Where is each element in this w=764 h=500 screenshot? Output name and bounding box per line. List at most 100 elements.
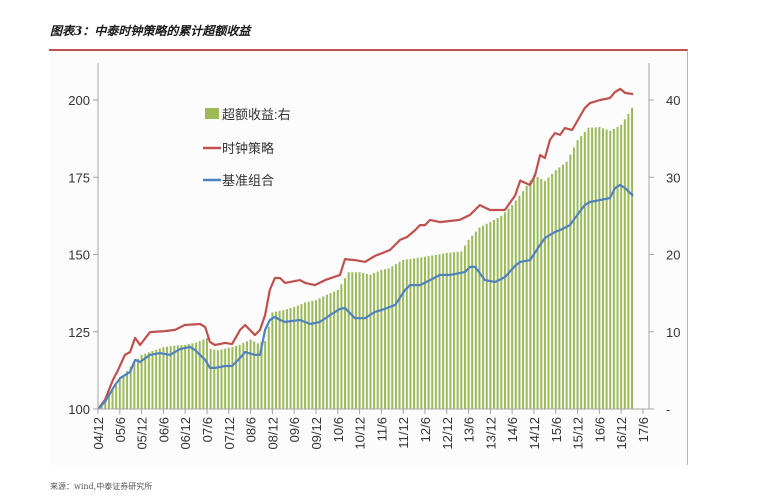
x-tick-label: 10/12	[353, 417, 368, 450]
x-tick-label: 13/12	[483, 417, 498, 450]
bar	[162, 347, 165, 409]
bar	[376, 271, 379, 409]
bar	[591, 127, 594, 410]
x-tick-label: 04/12	[91, 417, 106, 450]
bar	[572, 147, 575, 409]
bar	[398, 262, 401, 409]
bar	[522, 191, 525, 409]
bar	[329, 293, 332, 409]
bar	[253, 341, 256, 409]
x-tick-label: 09/12	[309, 417, 324, 450]
bar	[438, 254, 441, 409]
x-tick-label: 15/12	[571, 417, 586, 450]
bar	[616, 126, 619, 409]
left-tick-label: 200	[68, 93, 90, 108]
bar	[333, 291, 336, 409]
bar	[402, 259, 405, 409]
bar	[129, 366, 132, 409]
bar	[176, 345, 179, 409]
x-tick-label: 05/6	[113, 417, 128, 442]
bar	[601, 128, 604, 409]
bar	[115, 384, 118, 409]
line-strategy	[97, 87, 634, 410]
bar	[594, 127, 597, 410]
left-tick-label: 100	[68, 402, 90, 417]
bar	[187, 344, 190, 409]
bar	[514, 200, 517, 409]
bar	[609, 130, 612, 409]
bar	[260, 342, 263, 409]
bar	[166, 346, 169, 409]
bar	[547, 177, 550, 409]
bar	[620, 124, 623, 409]
bar	[307, 301, 310, 409]
bar	[532, 174, 535, 409]
bar	[282, 310, 285, 409]
bar	[445, 252, 448, 409]
bar	[144, 353, 147, 409]
bar	[543, 181, 546, 409]
bar	[558, 167, 561, 409]
bar	[369, 274, 372, 409]
bar	[627, 113, 630, 409]
bar	[569, 154, 572, 409]
bar	[122, 375, 125, 409]
bar	[238, 344, 241, 409]
bar	[489, 222, 492, 409]
bar	[536, 176, 539, 409]
bar	[195, 342, 198, 409]
bar	[213, 349, 216, 409]
bar	[423, 256, 426, 409]
bar-series-excess-return	[100, 107, 634, 410]
bar	[587, 127, 590, 409]
bar	[304, 302, 307, 409]
bar	[300, 303, 303, 409]
x-tick-label: 06/12	[178, 417, 193, 450]
bar	[147, 352, 150, 409]
bar	[511, 205, 514, 409]
bar	[220, 349, 223, 409]
x-tick-label: 15/6	[549, 417, 564, 442]
bar	[136, 358, 139, 409]
bar	[351, 272, 354, 409]
bar	[155, 349, 158, 409]
bar	[485, 223, 488, 409]
bar	[623, 119, 626, 409]
bar	[191, 343, 194, 409]
bar	[416, 257, 419, 409]
bar	[140, 354, 143, 409]
bar	[605, 129, 608, 410]
x-tick-label: 06/6	[156, 417, 171, 442]
right-tick-label: 20	[666, 248, 680, 263]
bar	[554, 170, 557, 409]
legend-label-excess-return: 超额收益:右	[222, 107, 291, 122]
bar	[576, 140, 579, 410]
x-tick-label: 07/6	[200, 417, 215, 442]
bar	[631, 107, 634, 409]
x-tick-label: 16/12	[614, 417, 629, 450]
bar	[347, 272, 350, 409]
bar	[434, 254, 437, 409]
bar	[118, 379, 121, 409]
bar	[405, 259, 408, 409]
bar	[612, 128, 615, 409]
bar	[427, 256, 430, 409]
bar	[565, 161, 568, 409]
bar	[474, 231, 477, 409]
bar	[354, 272, 357, 409]
legend-swatch-excess-return	[205, 108, 219, 119]
bar	[104, 401, 107, 409]
bar	[525, 185, 528, 409]
bar	[442, 253, 445, 409]
legend-label-benchmark: 基准组合	[222, 173, 274, 188]
bar	[107, 395, 110, 409]
x-tick-label: 07/12	[222, 417, 237, 450]
x-tick-label: 08/12	[265, 417, 280, 450]
right-tick-label: 10	[666, 325, 680, 340]
bar	[180, 345, 183, 409]
bar	[358, 272, 361, 409]
legend: 超额收益:右 时钟策略 基准组合	[203, 107, 291, 188]
bar	[562, 164, 565, 409]
bar	[336, 290, 339, 409]
